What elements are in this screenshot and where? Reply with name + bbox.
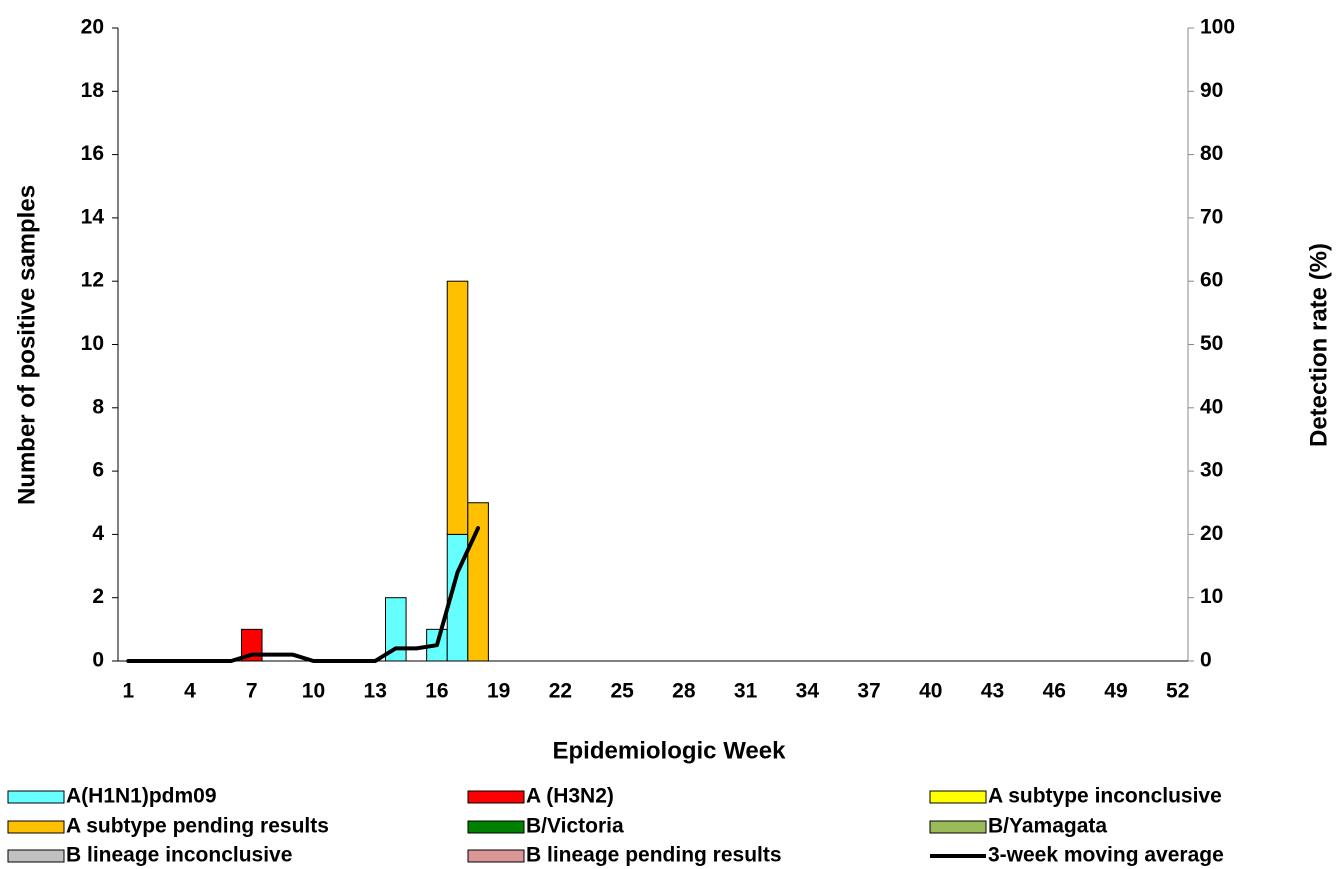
y2-tick-label: 30 (1200, 459, 1223, 482)
x-tick-label: 34 (796, 680, 820, 703)
x-tick-label: 22 (549, 680, 572, 703)
legend-label: B lineage pending results (526, 844, 782, 867)
y2-tick-label: 80 (1200, 142, 1223, 165)
legend-swatch (7, 820, 65, 834)
legend-swatch (467, 820, 525, 834)
x-tick-label: 46 (1043, 680, 1066, 703)
y-axis-title: Number of positive samples (13, 185, 40, 505)
x-tick-label: 52 (1166, 680, 1189, 703)
y-tick-label: 20 (81, 16, 104, 39)
x-tick-label: 31 (734, 680, 758, 703)
x-tick-label: 4 (184, 680, 196, 703)
y-tick-label: 0 (92, 649, 104, 672)
y-tick-label: 10 (81, 332, 104, 355)
x-tick-label: 1 (122, 680, 134, 703)
legend-swatch (467, 790, 525, 804)
legend-swatch (7, 849, 65, 863)
legend-label: B/Yamagata (988, 815, 1107, 838)
y2-tick-label: 10 (1200, 585, 1223, 608)
line (126, 526, 481, 663)
x-tick-label: 40 (919, 680, 942, 703)
y-tick-label: 4 (92, 522, 104, 545)
legend-swatch (929, 820, 987, 834)
y2-tick-label: 60 (1200, 269, 1223, 292)
bar (446, 280, 469, 535)
legend-label: A subtype inconclusive (988, 785, 1222, 808)
y-tick-label: 16 (81, 142, 104, 165)
y2-tick-label: 70 (1200, 205, 1223, 228)
y-tick-label: 18 (81, 79, 105, 102)
legend-label: A (H3N2) (526, 785, 614, 808)
legend-swatch (7, 790, 65, 804)
x-tick-label: 49 (1104, 680, 1127, 703)
y2-tick-label: 90 (1200, 79, 1223, 102)
y2-tick-label: 100 (1200, 16, 1235, 39)
x-tick-label: 28 (672, 680, 696, 703)
legend-label: 3-week moving average (988, 844, 1224, 867)
y2-tick-label: 40 (1200, 395, 1223, 418)
x-tick-label: 7 (246, 680, 258, 703)
legend-swatch (467, 849, 525, 863)
legend-label: A(H1N1)pdm09 (66, 785, 217, 808)
y2-axis-title: Detection rate (%) (1305, 243, 1332, 447)
x-tick-label: 19 (487, 680, 510, 703)
x-tick-label: 10 (302, 680, 325, 703)
x-tick-label: 16 (425, 680, 448, 703)
y2-tick-label: 20 (1200, 522, 1223, 545)
x-tick-label: 37 (857, 680, 880, 703)
y-tick-label: 8 (92, 395, 104, 418)
legend-swatch (929, 790, 987, 804)
y-tick-label: 14 (81, 205, 105, 228)
legend-label: B lineage inconclusive (66, 844, 292, 867)
x-tick-label: 13 (364, 680, 387, 703)
y-tick-label: 12 (81, 269, 104, 292)
x-tick-label: 43 (981, 680, 1004, 703)
x-tick-label: 25 (610, 680, 634, 703)
x-axis-title: Epidemiologic Week (553, 737, 787, 764)
bar (385, 597, 407, 662)
legend-label: A subtype pending results (66, 815, 329, 838)
y-tick-label: 6 (92, 459, 104, 482)
legend-label: B/Victoria (526, 815, 624, 838)
y-tick-label: 2 (92, 585, 104, 608)
y2-tick-label: 0 (1200, 649, 1212, 672)
y2-tick-label: 50 (1200, 332, 1223, 355)
